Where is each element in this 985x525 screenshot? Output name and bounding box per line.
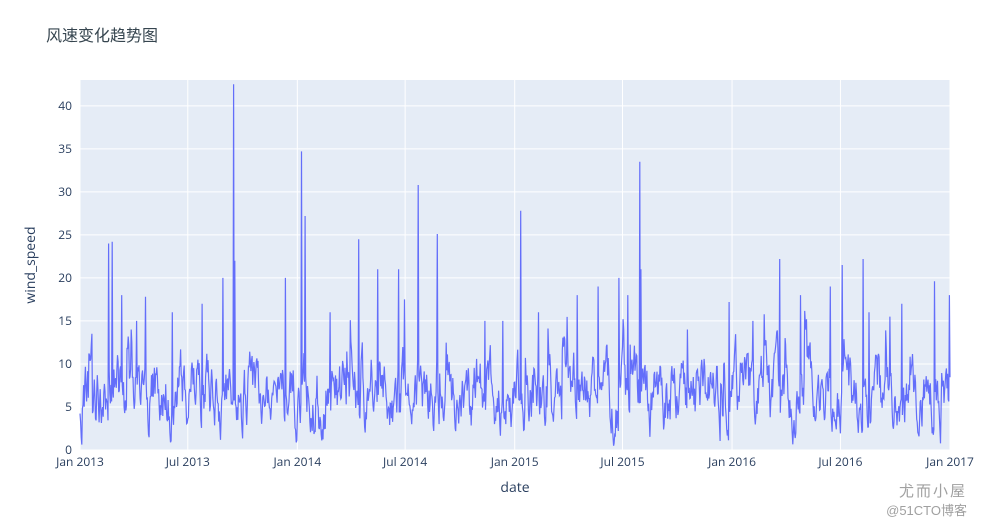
svg-text:Jul 2014: Jul 2014 — [382, 453, 427, 470]
y-axis-label: wind_speed — [21, 226, 40, 303]
svg-text:35: 35 — [58, 140, 72, 157]
svg-text:Jul 2016: Jul 2016 — [817, 453, 862, 470]
svg-text:30: 30 — [58, 183, 72, 200]
svg-text:10: 10 — [58, 355, 72, 372]
y-axis-ticks: 0510152025303540 — [58, 97, 72, 458]
svg-text:Jul 2015: Jul 2015 — [599, 453, 644, 470]
x-axis-ticks: Jan 2013 Jul 2013 Jan 2014 Jul 2014 Jan 2015… — [55, 453, 974, 470]
svg-text:Jan 2015: Jan 2015 — [490, 453, 539, 470]
svg-text:Jan 2013: Jan 2013 — [55, 453, 104, 470]
watermark-brand: 尤而小屋 — [899, 480, 967, 501]
svg-text:Jan 2017: Jan 2017 — [925, 453, 974, 470]
svg-text:15: 15 — [58, 312, 72, 329]
svg-text:25: 25 — [58, 226, 72, 243]
x-axis-label: date — [500, 478, 529, 497]
svg-text:20: 20 — [58, 269, 72, 286]
svg-text:5: 5 — [65, 398, 72, 415]
svg-text:40: 40 — [58, 97, 72, 114]
svg-text:Jan 2014: Jan 2014 — [272, 453, 321, 470]
svg-text:Jan 2016: Jan 2016 — [707, 453, 756, 470]
svg-text:Jul 2013: Jul 2013 — [165, 453, 210, 470]
line-chart[interactable]: 0510152025303540Jan 2013Jul 2013Jan 2014… — [0, 0, 985, 525]
watermark-source: @51CTO博客 — [886, 500, 967, 519]
